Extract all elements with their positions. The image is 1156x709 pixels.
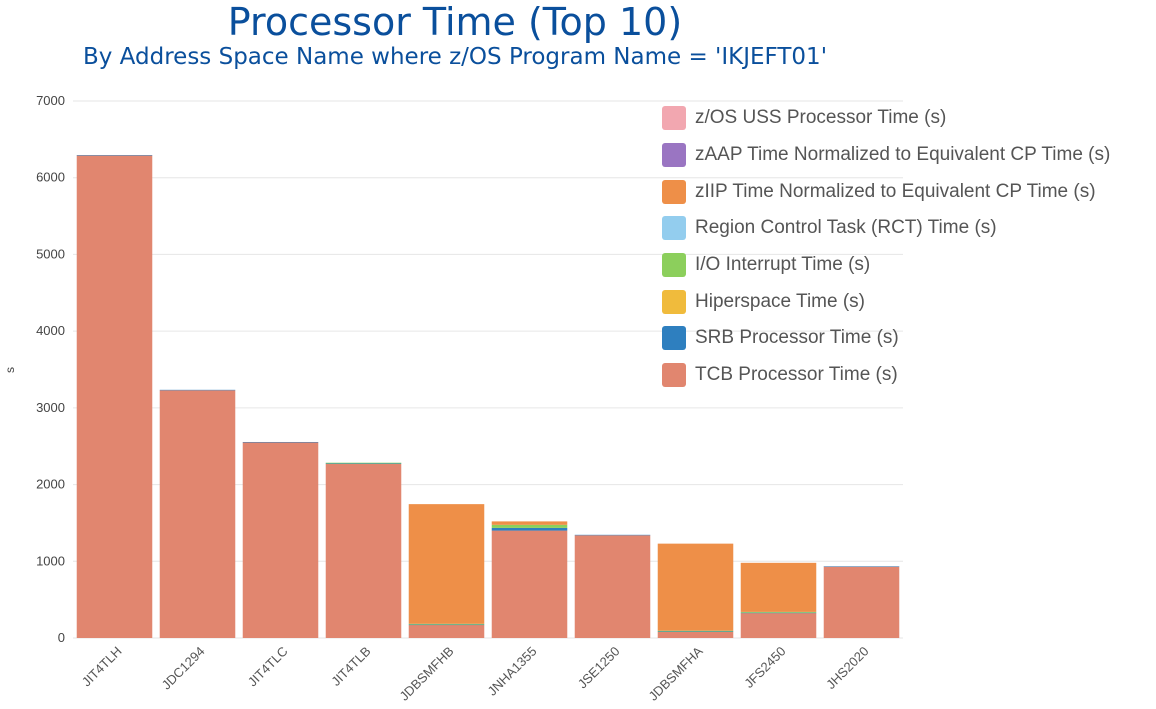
bars [76, 155, 900, 638]
bar-segment[interactable] [408, 624, 485, 626]
chart-legend[interactable]: z/OS USS Processor Time (s) zAAP Time Nor… [662, 100, 1110, 394]
bar-segment[interactable] [657, 631, 734, 632]
legend-swatch [662, 143, 686, 168]
legend-swatch [662, 216, 686, 241]
bar-segment[interactable] [740, 612, 817, 614]
bar-segment[interactable] [574, 534, 651, 536]
y-tick-label: 1000 [36, 553, 65, 568]
bar-segment[interactable] [740, 611, 817, 613]
legend-label: SRB Processor Time (s) [695, 327, 899, 349]
x-category-label: JIT4TLH [79, 644, 125, 690]
y-tick-label: 7000 [36, 93, 65, 108]
bar-segment[interactable] [242, 442, 319, 638]
legend-label: I/O Interrupt Time (s) [695, 254, 871, 276]
bar-segment[interactable] [657, 630, 734, 632]
y-tick-label: 0 [58, 630, 65, 645]
y-tick-label: 2000 [36, 477, 65, 492]
bar-segment[interactable] [491, 521, 568, 525]
bar-segment[interactable] [823, 566, 900, 638]
bar-segment[interactable] [740, 562, 817, 612]
bar-segment[interactable] [657, 631, 734, 638]
legend-item[interactable]: zIIP Time Normalized to Equivalent CP Ti… [662, 173, 1110, 210]
y-tick-label: 3000 [36, 400, 65, 415]
bar-segment[interactable] [657, 543, 734, 631]
grid-lines [73, 100, 903, 639]
x-category-label: JNHA1355 [485, 644, 540, 699]
legend-item[interactable]: z/OS USS Processor Time (s) [662, 100, 1110, 137]
x-axis-categories: JIT4TLH JDC1294 JIT4TLC JIT4TLB JDBSMFHB JNHA… [79, 643, 872, 703]
x-category-label: JDC1294 [159, 644, 208, 693]
x-category-label: JIT4TLB [328, 644, 373, 689]
x-category-label: JSE1250 [575, 644, 623, 692]
legend-label: zAAP Time Normalized to Equivalent CP Ti… [695, 144, 1111, 166]
x-category-label: JHS2020 [823, 644, 871, 692]
bar-segment[interactable] [491, 524, 568, 528]
bar-segment[interactable] [491, 527, 568, 531]
x-category-label: JFS2450 [741, 644, 788, 691]
legend-swatch [662, 326, 686, 351]
y-tick-label: 5000 [36, 246, 65, 261]
legend-item[interactable]: I/O Interrupt Time (s) [662, 247, 1110, 284]
x-category-label: JIT4TLC [245, 644, 291, 690]
bar-segment[interactable] [491, 530, 568, 638]
bar-segment[interactable] [159, 390, 236, 638]
x-category-label: JDBSMFHB [396, 644, 456, 704]
bar-segment[interactable] [76, 155, 153, 638]
bar-segment[interactable] [823, 566, 900, 567]
bar-segment[interactable] [325, 463, 402, 638]
y-axis-label: s [3, 367, 17, 373]
bar-segment[interactable] [325, 462, 402, 464]
bar-segment[interactable] [76, 155, 153, 156]
legend-item[interactable]: TCB Processor Time (s) [662, 357, 1110, 394]
legend-swatch [662, 253, 686, 278]
y-tick-label: 6000 [36, 170, 65, 185]
bar-segment[interactable] [574, 535, 651, 638]
legend-item[interactable]: SRB Processor Time (s) [662, 320, 1110, 357]
chart-title: Processor Time (Top 10) [227, 0, 683, 44]
legend-item[interactable]: zAAP Time Normalized to Equivalent CP Ti… [662, 137, 1110, 174]
bar-segment[interactable] [740, 613, 817, 638]
legend-item[interactable]: Hiperspace Time (s) [662, 283, 1110, 320]
legend-label: zIIP Time Normalized to Equivalent CP Ti… [695, 180, 1096, 202]
legend-item[interactable]: Region Control Task (RCT) Time (s) [662, 210, 1110, 247]
x-category-label: JDBSMFHA [645, 643, 705, 703]
bar-segment[interactable] [242, 441, 319, 443]
y-axis-ticks: 0 1000 2000 3000 4000 5000 6000 7000 [36, 93, 65, 645]
bar-segment[interactable] [408, 504, 485, 624]
legend-swatch [662, 289, 686, 314]
legend-label: z/OS USS Processor Time (s) [695, 107, 947, 129]
y-tick-label: 4000 [36, 323, 65, 338]
legend-swatch [662, 363, 686, 388]
legend-swatch [662, 106, 686, 131]
legend-label: Region Control Task (RCT) Time (s) [695, 217, 997, 239]
legend-label: TCB Processor Time (s) [695, 364, 898, 386]
bar-segment[interactable] [159, 389, 236, 391]
bar-segment[interactable] [408, 623, 485, 625]
bar-segment[interactable] [408, 624, 485, 638]
legend-label: Hiperspace Time (s) [695, 290, 865, 312]
chart-subtitle: By Address Space Name where z/OS Program… [82, 44, 828, 70]
bar-segment[interactable] [325, 463, 402, 464]
legend-swatch [662, 179, 686, 204]
